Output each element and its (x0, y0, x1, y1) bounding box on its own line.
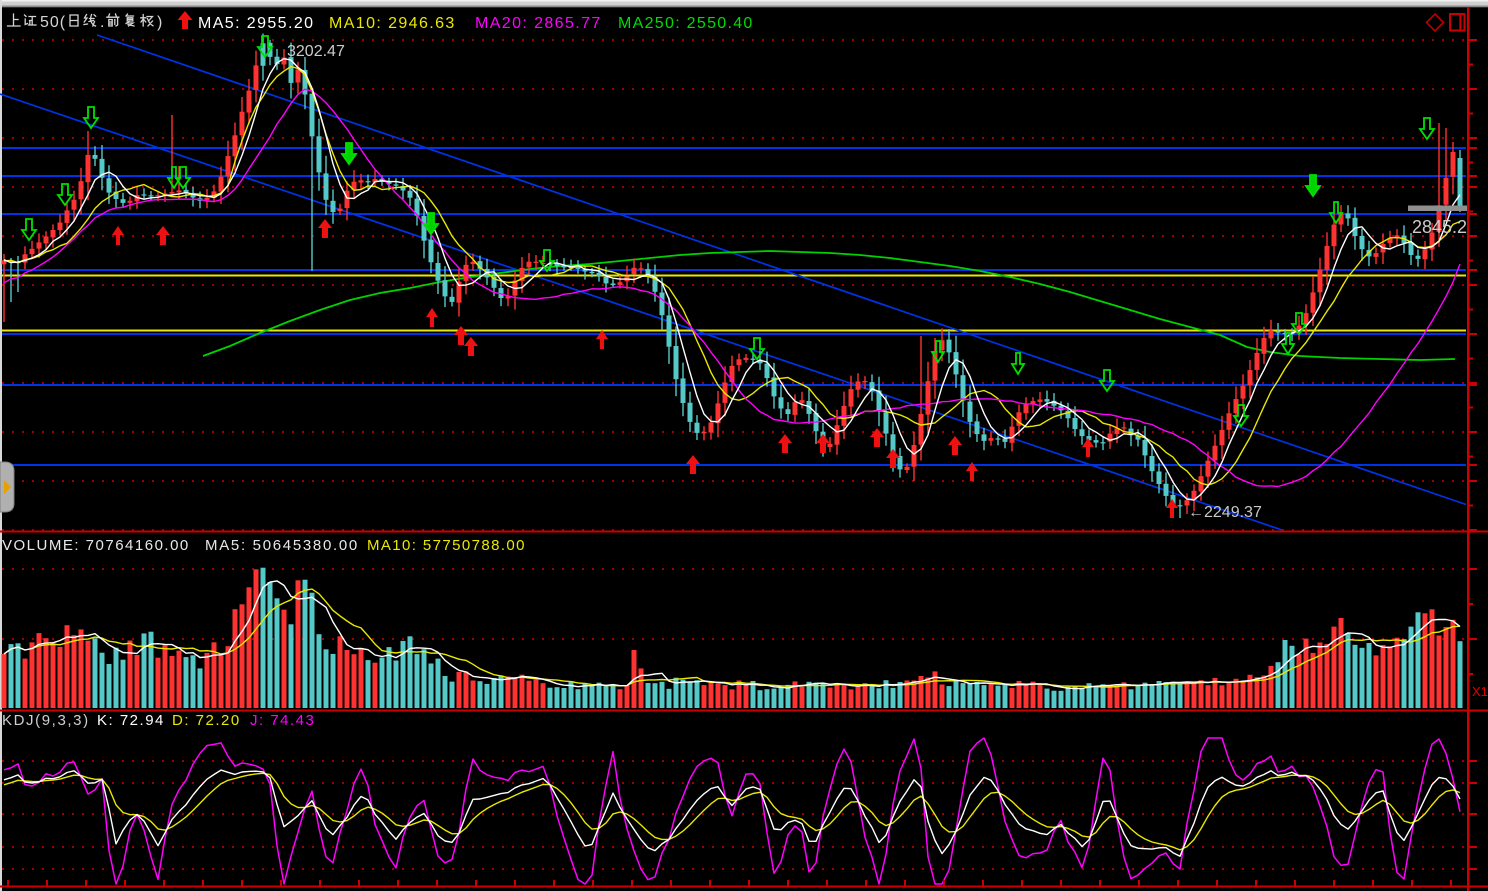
svg-text:3202.47: 3202.47 (287, 43, 345, 60)
svg-text:MA5: 2955.20: MA5: 2955.20 (198, 15, 314, 32)
svg-text:MA10: 2946.63: MA10: 2946.63 (329, 15, 456, 32)
svg-text:D: 72.20: D: 72.20 (172, 712, 241, 729)
svg-text:.: . (100, 14, 104, 31)
svg-text:MA20: 2865.77: MA20: 2865.77 (475, 15, 602, 32)
svg-text:MA5: 50645380.00: MA5: 50645380.00 (205, 537, 359, 554)
svg-text:MA10: 57750788.00: MA10: 57750788.00 (367, 537, 526, 554)
svg-text:50(: 50( (40, 14, 66, 31)
svg-text:J: 74.43: J: 74.43 (250, 712, 315, 729)
svg-text:): ) (157, 14, 162, 31)
svg-text:KDJ(9,3,3): KDJ(9,3,3) (2, 712, 90, 729)
svg-text:2845.2: 2845.2 (1412, 217, 1467, 237)
svg-text:←2249.37: ←2249.37 (1188, 504, 1262, 521)
svg-text:K: 72.94: K: 72.94 (97, 712, 165, 729)
svg-text:X1: X1 (1472, 684, 1488, 699)
svg-text:VOLUME: 70764160.00: VOLUME: 70764160.00 (2, 537, 190, 554)
svg-text:MA250: 2550.40: MA250: 2550.40 (618, 15, 754, 32)
